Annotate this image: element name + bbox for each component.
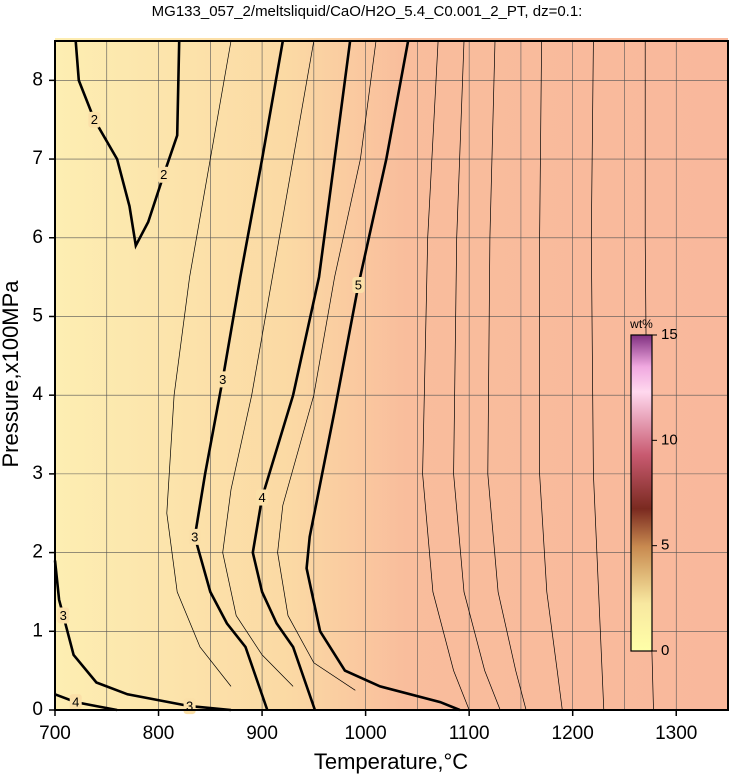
plot-layer: 2233334445700800900100011001200130001234…	[32, 40, 729, 744]
minor-contour-line	[539, 40, 563, 711]
y-tick-label: 5	[32, 305, 43, 326]
minor-contour-line	[422, 40, 470, 711]
contour-label-bg	[216, 371, 229, 388]
contour-line	[54, 693, 118, 712]
x-tick-label: 1100	[449, 723, 490, 744]
minor-contour-line	[222, 40, 315, 687]
y-tick-label: 6	[32, 227, 43, 248]
x-tick-label: 1000	[344, 723, 386, 744]
x-tick-label: 900	[246, 723, 278, 744]
plot-frame	[54, 40, 729, 711]
contour-label: 2	[91, 112, 98, 127]
x-axis-label: Temperature,°C	[314, 749, 468, 774]
y-tick-label: 7	[32, 148, 43, 169]
minor-contour-line	[453, 40, 501, 711]
contour-label-bg	[352, 276, 365, 293]
colorbar	[630, 334, 653, 652]
x-tick-label: 1200	[552, 723, 594, 744]
contour-label: 5	[355, 277, 362, 292]
y-tick-label: 0	[32, 699, 43, 720]
contour-line	[251, 40, 352, 711]
minor-contour-line	[277, 40, 377, 691]
contour-label: 4	[72, 695, 79, 710]
contour-label-bg	[157, 166, 170, 183]
minor-contour-line	[487, 40, 527, 711]
colorbar-tick-label: 0	[661, 642, 669, 659]
contour-label-bg	[88, 111, 101, 128]
y-tick-label: 4	[32, 384, 43, 405]
y-axis-label: Pressure,x100MPa	[0, 280, 23, 468]
y-tick-label: 3	[32, 463, 43, 484]
contour-label: 3	[186, 699, 193, 714]
plot-background	[55, 38, 728, 710]
contour-line	[53, 560, 232, 712]
contour-label: 3	[219, 372, 226, 387]
contour-label-bg	[188, 528, 201, 545]
contour-line	[193, 40, 285, 711]
chart-title: MG133_057_2/meltsliquid/CaO/H2O_5.4_C0.0…	[152, 3, 583, 20]
colorbar-tick-label: 15	[661, 326, 678, 343]
contour-label: 2	[160, 167, 167, 182]
contour-label: 3	[60, 608, 67, 623]
contour-line	[74, 40, 181, 250]
colorbar-tick-label: 10	[661, 431, 678, 448]
colorbar-label: wt%	[629, 317, 653, 331]
contour-label: 4	[258, 490, 265, 505]
x-tick-label: 700	[39, 723, 71, 744]
minor-contour-line	[166, 40, 232, 687]
y-tick-label: 8	[32, 69, 43, 90]
contour-label: 3	[191, 529, 198, 544]
contour-label-bg	[256, 489, 269, 506]
y-tick-label: 1	[32, 620, 43, 641]
colorbar-tick-label: 5	[661, 537, 669, 554]
contour-line	[305, 40, 461, 712]
contour-label-bg	[69, 694, 82, 711]
y-tick-label: 2	[32, 542, 43, 563]
x-tick-label: 1300	[655, 723, 697, 744]
x-tick-label: 800	[143, 723, 175, 744]
contour-label-bg	[57, 607, 70, 624]
minor-contour-line	[590, 40, 605, 711]
